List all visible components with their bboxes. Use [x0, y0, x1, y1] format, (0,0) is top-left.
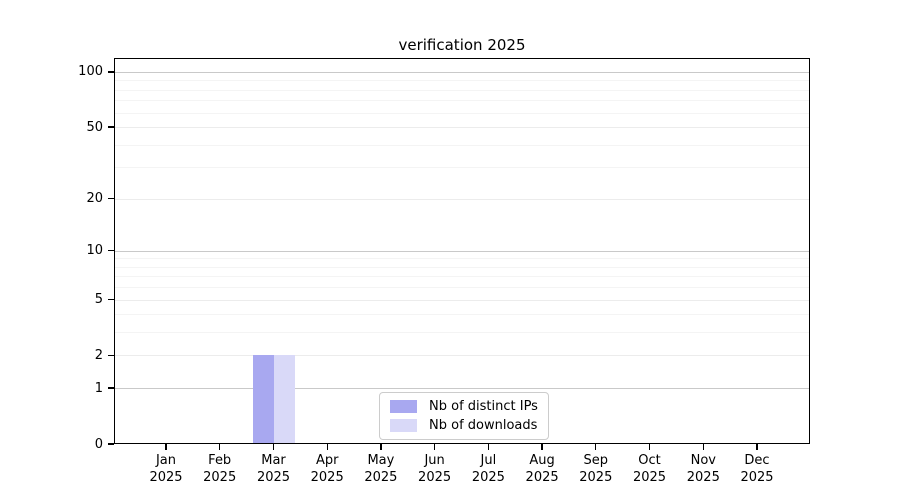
x-tick-year: 2025	[310, 470, 344, 485]
minor-gridline	[114, 100, 810, 102]
minor-gridline	[114, 287, 810, 289]
minor-gridline	[114, 167, 810, 169]
x-tick-month: Mar	[261, 453, 286, 468]
x-tick-month: Apr	[315, 453, 339, 468]
y-tick-mark	[108, 71, 114, 73]
x-tick-mark	[219, 444, 221, 450]
x-tick-month: Aug	[529, 453, 555, 468]
x-tick-mark	[541, 444, 543, 450]
x-tick-mark	[380, 444, 382, 450]
minor-gridline	[114, 276, 810, 278]
plot-area	[114, 58, 810, 444]
legend-label: Nb of distinct IPs	[429, 399, 538, 414]
x-axis-tick-label: Nov 2025	[671, 452, 735, 486]
x-axis-tick-label: Mar 2025	[242, 452, 306, 486]
x-axis-tick-label: Aug 2025	[510, 452, 574, 486]
y-axis-tick-label: 50	[86, 119, 103, 135]
x-tick-month: Jun	[424, 453, 445, 468]
minor-gridline	[114, 80, 810, 82]
x-tick-mark	[648, 444, 651, 450]
y-axis-tick-label: 20	[86, 191, 103, 206]
x-tick-year: 2025	[579, 470, 613, 485]
legend-label: Nb of downloads	[429, 418, 538, 433]
major-gridline	[114, 388, 810, 390]
x-tick-year: 2025	[632, 470, 667, 485]
x-tick-year: 2025	[256, 470, 291, 485]
minor-gridline	[114, 332, 810, 334]
x-tick-month: Jul	[480, 453, 497, 468]
y-tick-mark	[108, 387, 114, 389]
x-tick-year: 2025	[686, 470, 720, 485]
x-tick-mark	[165, 444, 167, 450]
x-tick-mark	[326, 444, 328, 450]
x-tick-month: Sep	[583, 453, 609, 468]
y-axis-tick-label: 1	[94, 380, 103, 396]
minor-gridline	[114, 258, 810, 260]
x-tick-mark	[595, 444, 597, 450]
x-axis-tick-label: Dec 2025	[725, 452, 789, 486]
minor-gridline	[114, 112, 810, 114]
minor-gridline	[114, 266, 810, 268]
y-axis-tick-label: 5	[94, 292, 103, 307]
minor-gridline	[114, 314, 810, 316]
x-axis-tick-label: Sep 2025	[564, 452, 628, 486]
x-tick-month: Feb	[208, 453, 232, 468]
x-axis-tick-label: Jan 2025	[134, 452, 198, 486]
major-gridline	[114, 127, 810, 128]
x-tick-year: 2025	[203, 470, 237, 485]
y-tick-mark	[108, 354, 114, 357]
x-tick-year: 2025	[364, 470, 398, 485]
x-axis-tick-label: May 2025	[349, 452, 413, 486]
x-tick-year: 2025	[149, 470, 183, 485]
x-tick-year: 2025	[525, 470, 559, 485]
x-axis-tick-label: Feb 2025	[188, 452, 252, 486]
legend-swatch	[390, 419, 417, 432]
y-axis-tick-label: 2	[94, 347, 103, 363]
x-tick-mark	[702, 444, 704, 450]
x-tick-month: Jan	[155, 453, 177, 468]
minor-gridline	[114, 144, 810, 146]
y-tick-mark	[108, 298, 114, 301]
x-tick-mark	[487, 444, 490, 450]
x-tick-month: Dec	[744, 453, 770, 468]
bar-downloads	[273, 355, 295, 444]
x-axis-tick-label: Apr 2025	[295, 452, 359, 486]
minor-gridline	[114, 89, 810, 91]
x-tick-year: 2025	[471, 470, 505, 485]
x-axis-tick-label: Jun 2025	[403, 452, 467, 486]
x-tick-month: Nov	[690, 453, 716, 468]
x-tick-mark	[272, 444, 275, 450]
x-axis-tick-label: Jul 2025	[456, 452, 520, 486]
major-gridline	[114, 71, 810, 73]
y-axis-tick-label: 0	[94, 436, 103, 452]
bar-distinct-ips	[252, 355, 274, 444]
major-gridline	[114, 198, 810, 200]
x-tick-year: 2025	[418, 470, 452, 485]
major-gridline	[114, 250, 810, 252]
y-tick-mark	[108, 250, 114, 252]
x-tick-year: 2025	[740, 470, 774, 485]
x-tick-month: May	[367, 453, 395, 468]
legend-item: Nb of downloads	[390, 418, 538, 433]
y-tick-mark	[108, 197, 114, 200]
x-tick-month: Oct	[638, 453, 661, 468]
x-axis-tick-label: Oct 2025	[618, 452, 682, 486]
legend-item: Nb of distinct IPs	[390, 399, 538, 414]
y-tick-mark	[108, 443, 114, 445]
major-gridline	[114, 355, 810, 357]
x-tick-mark	[756, 444, 758, 450]
y-tick-mark	[108, 126, 114, 128]
x-tick-mark	[433, 444, 436, 450]
chart-title: verification 2025	[398, 36, 526, 54]
y-axis-tick-label: 10	[86, 243, 103, 259]
legend-swatch	[390, 400, 417, 413]
major-gridline	[114, 299, 810, 301]
legend: Nb of distinct IPs Nb of downloads	[379, 392, 549, 440]
y-axis-tick-label: 100	[78, 64, 103, 80]
